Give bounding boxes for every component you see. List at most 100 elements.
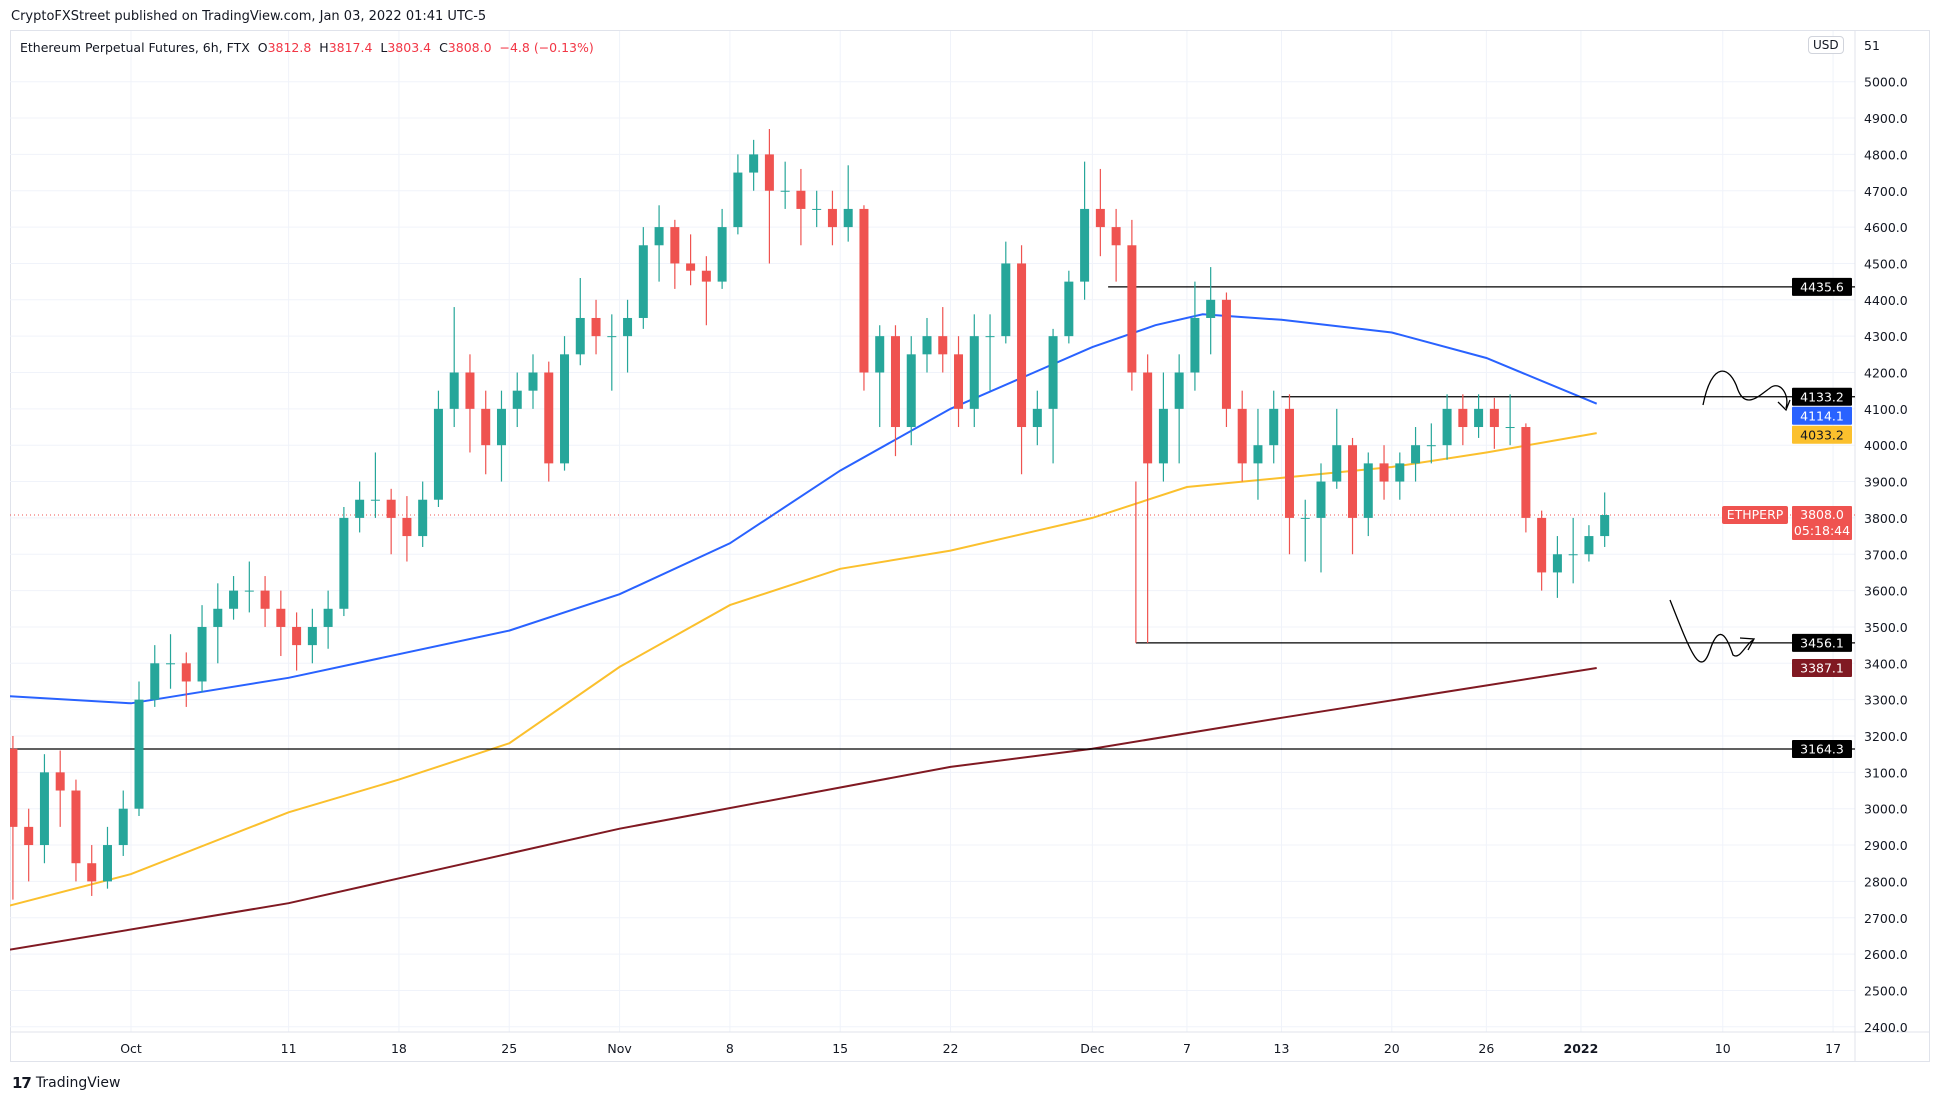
candle-body xyxy=(827,208,837,228)
candle-body xyxy=(1584,536,1594,555)
y-tick-label: 2800.0 xyxy=(1864,874,1908,889)
candle-body xyxy=(717,227,727,282)
x-tick-label: 13 xyxy=(1274,1041,1290,1056)
y-tick-label: 2600.0 xyxy=(1864,947,1908,962)
y-tick-label-partial: 51 xyxy=(1864,38,1880,53)
candle-body xyxy=(71,790,81,864)
candle-body xyxy=(134,699,144,809)
y-tick-label: 3300.0 xyxy=(1864,693,1908,708)
candle-body xyxy=(323,608,333,627)
high-value: 3817.4 xyxy=(328,40,373,55)
ma-price-tag-text: 4033.2 xyxy=(1800,427,1844,442)
candle-body xyxy=(39,772,49,846)
candle-body xyxy=(55,772,65,791)
candle-body xyxy=(1269,408,1279,446)
candle-body xyxy=(10,748,18,827)
tradingview-logo[interactable]: 17 TradingView xyxy=(12,1074,120,1092)
close-label: C xyxy=(439,40,448,55)
currency-button[interactable]: USD xyxy=(1808,36,1844,54)
candle-body xyxy=(1111,227,1121,246)
last-price-value: 3808.0 xyxy=(1800,507,1844,522)
candle-body xyxy=(985,336,995,338)
y-tick-label: 4100.0 xyxy=(1864,402,1908,417)
y-tick-label: 5000.0 xyxy=(1864,75,1908,90)
level-price-tag: 3456.1 xyxy=(1792,633,1852,652)
y-tick-label: 3200.0 xyxy=(1864,729,1908,744)
candle-body xyxy=(749,154,759,173)
candle-body xyxy=(890,336,900,428)
candle-body xyxy=(969,336,979,409)
candle-body xyxy=(276,608,286,627)
candle-body xyxy=(591,317,601,337)
candle-body xyxy=(260,590,270,609)
level-price-tag-text: 3164.3 xyxy=(1800,741,1844,756)
candle-body xyxy=(701,270,711,282)
change-value: −4.8 (−0.13%) xyxy=(499,40,594,55)
candle-body xyxy=(733,172,743,228)
candle-body xyxy=(481,408,491,446)
candle-body xyxy=(560,354,570,464)
candle-body xyxy=(812,208,822,210)
candle-body xyxy=(780,190,790,192)
projection-arrow-lower xyxy=(1669,599,1756,663)
level-price-tag-text: 3456.1 xyxy=(1800,635,1844,650)
candle-body xyxy=(544,372,554,464)
x-tick-label: Nov xyxy=(607,1041,632,1056)
candle-body xyxy=(1017,263,1027,428)
candle-body xyxy=(1521,427,1531,518)
x-tick-label: 11 xyxy=(281,1041,297,1056)
open-label: O xyxy=(257,40,268,55)
candle-body xyxy=(1395,463,1405,482)
candle-body xyxy=(449,372,459,409)
y-tick-label: 3700.0 xyxy=(1864,547,1908,562)
candle-body xyxy=(906,354,916,428)
y-tick-label: 3000.0 xyxy=(1864,802,1908,817)
candle-body xyxy=(1411,445,1421,464)
candle-body xyxy=(1206,299,1216,318)
x-tick-label: 17 xyxy=(1825,1041,1841,1056)
level-price-tag: 3164.3 xyxy=(1792,739,1852,758)
candle-body xyxy=(607,336,617,338)
candle-body xyxy=(1032,408,1042,428)
ma-price-tag: 4033.2 xyxy=(1792,425,1852,444)
candle-body xyxy=(213,608,223,627)
candle-body xyxy=(1221,299,1231,409)
close-value: 3808.0 xyxy=(447,40,492,55)
low-value: 3803.4 xyxy=(387,40,432,55)
symbol-tag-text: ETHPERP xyxy=(1727,507,1784,522)
y-tick-label: 4400.0 xyxy=(1864,293,1908,308)
candle-body xyxy=(623,317,633,337)
x-tick-label: 18 xyxy=(391,1041,407,1056)
candle-body xyxy=(1316,481,1326,518)
candle-body xyxy=(102,845,112,882)
last-price-tag: 3808.005:18:44 ETHPERP xyxy=(1722,505,1852,540)
level-price-tag: 4133.2 xyxy=(1792,387,1852,406)
candle-body xyxy=(339,517,349,609)
candle-body xyxy=(1001,263,1011,337)
candle-body xyxy=(118,808,128,846)
ohlc-legend: Ethereum Perpetual Futures, 6h, FTX O381… xyxy=(20,40,594,55)
candle-body xyxy=(575,317,585,355)
candle-body xyxy=(1458,408,1468,428)
moving-average-line xyxy=(10,313,1598,705)
candle-body xyxy=(386,499,396,518)
y-tick-label: 3500.0 xyxy=(1864,620,1908,635)
candle-body xyxy=(1537,517,1547,573)
moving-average-line xyxy=(10,667,1597,951)
candle-body xyxy=(402,517,412,537)
candle-body xyxy=(1552,554,1562,573)
last-price-tag-bg xyxy=(1792,505,1852,540)
candle-body xyxy=(166,663,176,665)
x-tick-label: 20 xyxy=(1384,1041,1400,1056)
y-tick-label: 4900.0 xyxy=(1864,111,1908,126)
candle-body xyxy=(686,263,696,271)
candle-body xyxy=(87,863,97,882)
ma-price-tag: 3387.1 xyxy=(1792,658,1852,677)
candle-body xyxy=(843,208,853,228)
y-tick-label: 4800.0 xyxy=(1864,147,1908,162)
x-tick-label: 22 xyxy=(943,1041,959,1056)
candle-body xyxy=(1080,208,1090,282)
open-value: 3812.8 xyxy=(267,40,312,55)
level-price-tag-bg xyxy=(1792,633,1852,652)
